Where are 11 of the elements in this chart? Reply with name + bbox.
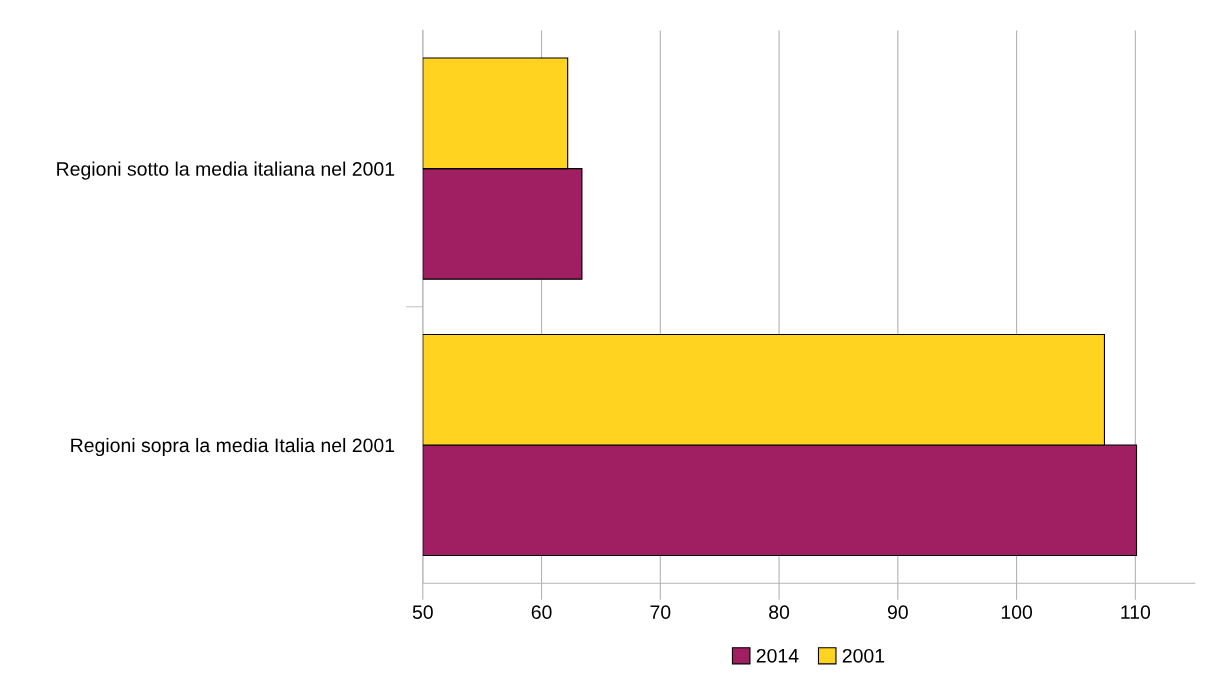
legend-label: 2001 (842, 648, 885, 663)
y-tick-label: Regioni sotto la media italiana nel 2001 (57, 161, 395, 180)
x-tick-label: 110 (1121, 605, 1151, 620)
x-tick-label: 90 (887, 605, 908, 620)
x-tick-label: 50 (412, 605, 433, 620)
x-tick-label: 80 (769, 605, 790, 620)
x-tick-label: 70 (650, 605, 671, 620)
x-tick-label: 100 (1001, 605, 1033, 620)
x-tick-label: 60 (531, 605, 552, 620)
legend-label: 2014 (756, 648, 799, 663)
y-tick-label: Regioni sopra la media Italia nel 2001 (71, 437, 395, 457)
